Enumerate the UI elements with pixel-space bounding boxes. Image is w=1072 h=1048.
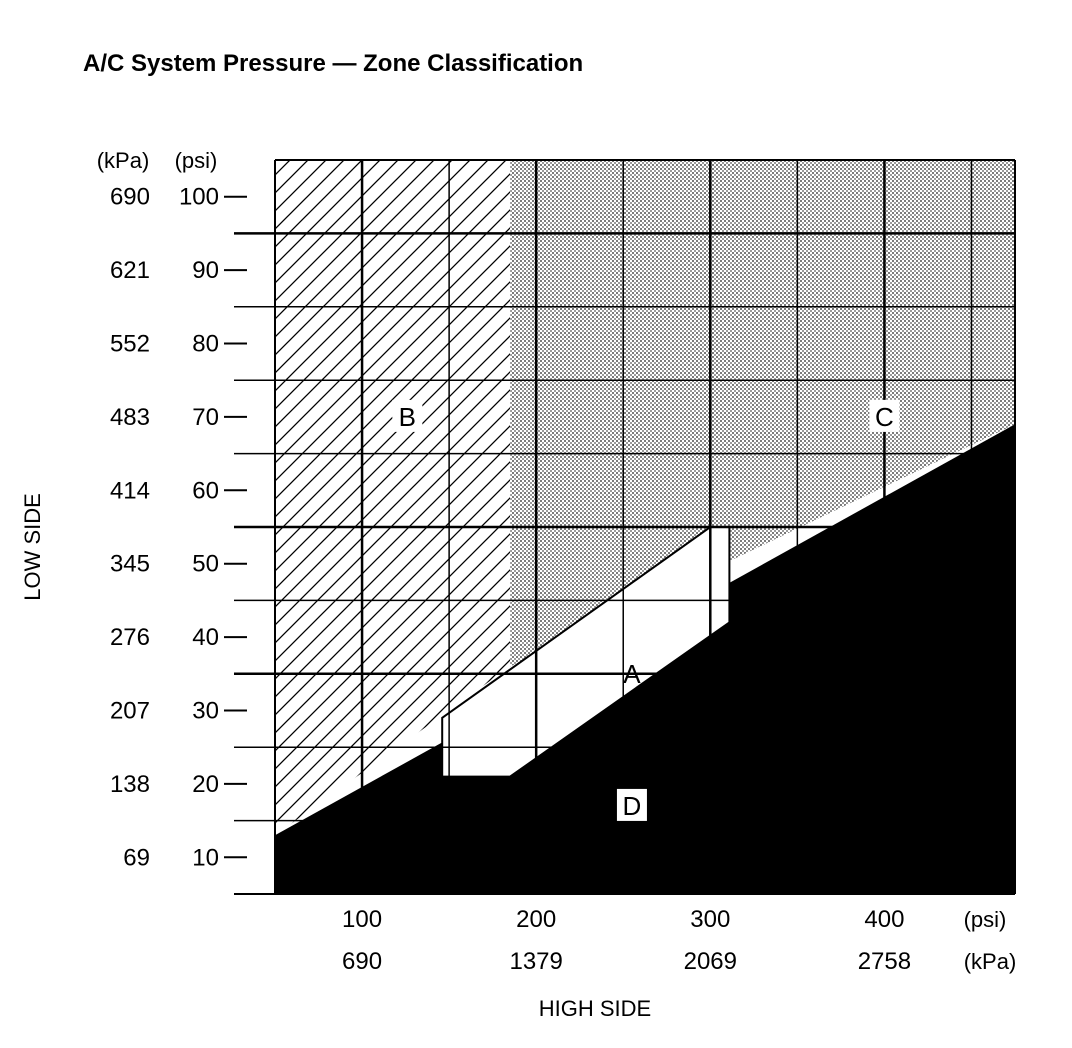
zone-a-label: A	[623, 659, 641, 689]
y-tick-label-psi: 80	[192, 331, 219, 358]
x-tick-label-kpa: 2069	[684, 948, 737, 975]
chart-title: A/C System Pressure — Zone Classificatio…	[83, 50, 583, 77]
zone-d-label: D	[623, 791, 642, 821]
zone-b-label: B	[399, 402, 416, 432]
zone-c-label-bg	[869, 399, 900, 432]
y-axis-label: LOW SIDE	[20, 493, 45, 601]
y-tick-label-kpa: 621	[110, 257, 150, 284]
x-unit-psi: (psi)	[964, 907, 1007, 932]
zone-areas	[275, 160, 1015, 894]
x-tick-label-kpa: 1379	[509, 948, 562, 975]
zone-b-area	[275, 160, 511, 836]
y-tick-label-kpa: 414	[110, 477, 150, 504]
y-tick-label-psi: 70	[192, 404, 219, 431]
y-tick-label-psi: 30	[192, 698, 219, 725]
y-tick-label-psi: 100	[179, 184, 219, 211]
x-axis-label: HIGH SIDE	[539, 996, 651, 1021]
x-tick-label-kpa: 2758	[858, 948, 911, 975]
x-tick-label-psi: 100	[342, 906, 382, 933]
x-tick-label-psi: 400	[864, 906, 904, 933]
zone-b-label-bg	[392, 399, 423, 432]
zone-c-label: C	[875, 402, 894, 432]
y-tick-label-kpa: 345	[110, 551, 150, 578]
y-tick-label-kpa: 483	[110, 404, 150, 431]
y-tick-label-kpa: 69	[123, 844, 150, 871]
zone-c-area	[510, 160, 1015, 667]
zone-d-label-bg	[616, 788, 647, 821]
y-tick-label-psi: 40	[192, 624, 219, 651]
y-tick-label-psi: 20	[192, 771, 219, 798]
y-tick-label-kpa: 690	[110, 184, 150, 211]
y-tick-label-psi: 50	[192, 551, 219, 578]
x-tick-label-kpa: 690	[342, 948, 382, 975]
zone-labels: A B C D	[392, 399, 900, 821]
y-tick-label-psi: 90	[192, 257, 219, 284]
y-unit-psi: (psi)	[175, 148, 218, 173]
x-unit-kpa: (kPa)	[964, 949, 1017, 974]
x-tick-label-psi: 200	[516, 906, 556, 933]
y-tick-label-psi: 10	[192, 844, 219, 871]
y-tick-label-kpa: 207	[110, 698, 150, 725]
y-tick-label-kpa: 276	[110, 624, 150, 651]
x-tick-label-psi: 300	[690, 906, 730, 933]
y-tick-label-kpa: 138	[110, 771, 150, 798]
grid-lines	[234, 159, 1016, 894]
y-unit-kpa: (kPa)	[97, 148, 150, 173]
y-tick-label-psi: 60	[192, 477, 219, 504]
axes: 100 690 200 1379 300 2069 400 2758 10 69 20 138 30 20…	[110, 184, 1015, 975]
y-tick-label-kpa: 552	[110, 331, 150, 358]
